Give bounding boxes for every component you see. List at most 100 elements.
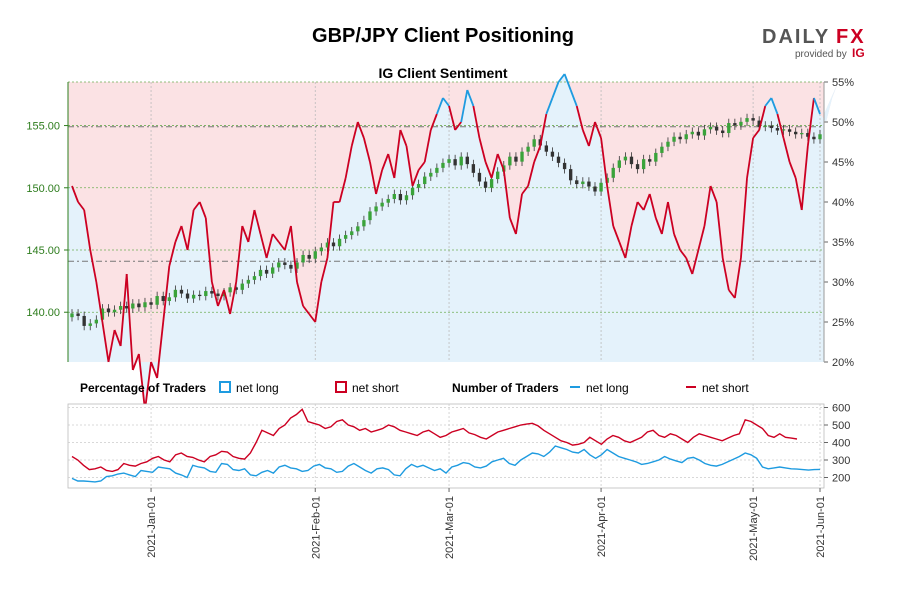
percent-tick-label: 55% (832, 77, 854, 89)
sentiment-segment (247, 209, 256, 243)
candle-body (216, 293, 220, 297)
sentiment-segment (265, 233, 274, 259)
sentiment-segment (405, 145, 414, 187)
candle-body (684, 134, 688, 140)
candle-body (386, 198, 390, 203)
candle-body (635, 164, 640, 170)
percent-tick-label: 40% (832, 197, 854, 209)
candle-body (100, 308, 105, 320)
sentiment-segment (733, 257, 742, 299)
candle-body (404, 195, 409, 201)
date-tick-label: 2021-Jun-01 (815, 496, 827, 558)
candle-body (240, 283, 244, 290)
candle-body (800, 133, 804, 135)
candle-body (690, 131, 694, 135)
sentiment-segment (168, 241, 177, 267)
candle-body (362, 220, 366, 227)
candle-body (264, 269, 269, 274)
candle-body (550, 151, 555, 157)
legend-pct-short-label: net short (352, 381, 399, 395)
logo-brand-left: DAILY (762, 26, 830, 48)
candle-body (435, 167, 439, 173)
sentiment-segment (502, 169, 511, 219)
sentiment-segment (460, 89, 469, 123)
candle-body (423, 176, 427, 185)
candle-body (307, 254, 311, 259)
candle-body (210, 291, 214, 294)
candle-body (587, 181, 591, 187)
candle-body (568, 169, 573, 181)
candle-body (350, 231, 354, 236)
candle-body (544, 145, 549, 152)
sentiment-segment (423, 129, 432, 163)
candle-body (581, 181, 585, 185)
sentiment-segment (186, 209, 195, 251)
candle-body (112, 309, 117, 313)
candle-body (526, 146, 530, 152)
net-long-count-line (71, 445, 821, 483)
candle-body (441, 162, 445, 168)
price-tick-label: 155.00 (26, 121, 60, 133)
candle-body (447, 159, 451, 163)
logo-provided-by: provided by (795, 49, 847, 60)
sentiment-segment (344, 145, 353, 179)
sentiment-segment (490, 153, 499, 179)
sentiment-segment (113, 329, 122, 347)
sentiment-segment (770, 97, 779, 115)
sentiment-segment (393, 129, 402, 179)
sentiment-segment (89, 249, 98, 283)
sentiment-segment (436, 97, 444, 115)
candle-body (356, 226, 360, 232)
candle-body (76, 313, 80, 316)
sentiment-segment (411, 169, 420, 187)
sentiment-segment (101, 321, 110, 363)
sentiment-segment (478, 137, 487, 163)
candle-body (648, 159, 652, 162)
sentiment-segment (271, 233, 280, 243)
sentiment-segment (338, 177, 347, 203)
candle-body (623, 156, 628, 161)
candle-body (167, 297, 171, 302)
sentiment-segment (575, 105, 584, 131)
candle-body (489, 179, 494, 188)
sentiment-segment (484, 161, 493, 179)
candle-body (617, 160, 621, 168)
legend-pct-title: Percentage of Traders (80, 381, 206, 395)
sentiment-segment (162, 265, 171, 323)
sentiment-segment (551, 81, 560, 99)
candle-body (319, 247, 324, 252)
sentiment-segment (429, 113, 438, 131)
sentiment-segment (661, 201, 669, 235)
count-tick-label: 500 (832, 420, 850, 432)
candle-body (514, 156, 518, 162)
legend-num-long-label: net long (586, 381, 629, 395)
candle-body (331, 242, 336, 247)
candle-body (185, 293, 190, 299)
candle-body (708, 126, 713, 130)
sentiment-segment (515, 193, 523, 235)
sentiment-segment (356, 121, 365, 139)
candle-body (149, 302, 153, 305)
candle-body (745, 118, 749, 122)
candle-body (416, 184, 421, 188)
candle-body (301, 254, 305, 263)
price-sentiment-panel: 140.00 145.00 150.00 155.00 20% 25% 30% 35% 40% 4… (26, 73, 854, 411)
sentiment-segment (642, 193, 651, 211)
sentiment-segment (697, 225, 706, 251)
sentiment-segment (740, 177, 748, 259)
chart-subtitle: IG Client Sentiment (378, 65, 507, 81)
candle-body (666, 141, 670, 147)
candle-body (787, 129, 792, 132)
sentiment-segment (813, 97, 821, 115)
sentiment-segment (320, 257, 329, 283)
date-tick-label: 2021-Mar-01 (444, 496, 456, 559)
sentiment-segment (241, 225, 250, 243)
candle-body (131, 303, 135, 309)
candle-body (295, 262, 299, 269)
candle-body (222, 292, 226, 297)
candle-body (714, 126, 719, 131)
sentiment-segment (715, 201, 724, 259)
sentiment-segment (95, 281, 104, 323)
date-tick-label: 2021-Apr-01 (596, 496, 608, 557)
